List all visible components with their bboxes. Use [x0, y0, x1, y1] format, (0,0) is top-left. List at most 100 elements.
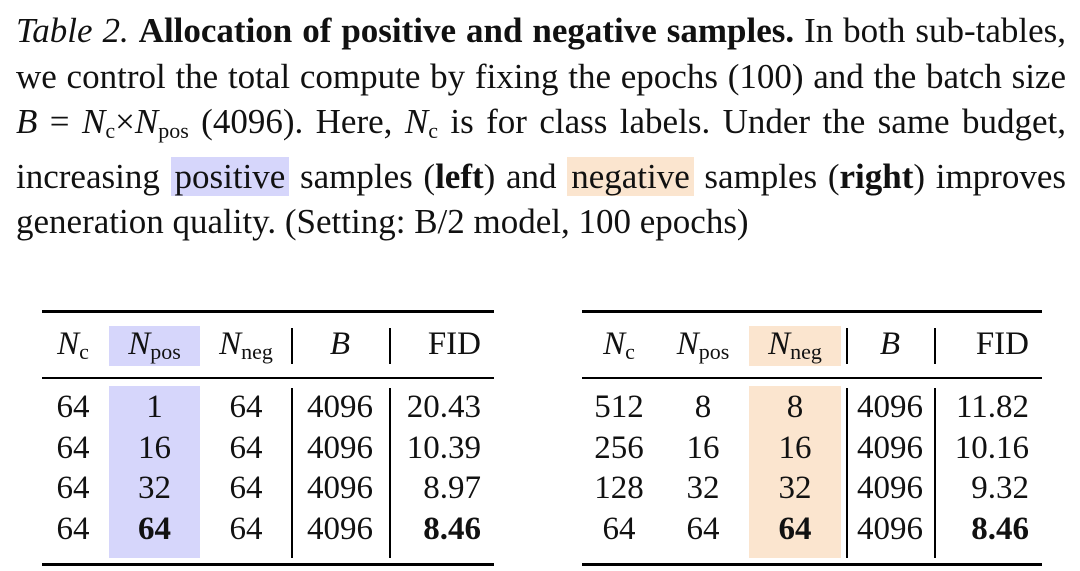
left_table-header-subscript: neg: [241, 339, 273, 364]
left_table-header-0: Nc: [42, 324, 104, 364]
right_table-header-symbol: N: [768, 326, 791, 362]
right_table-header-1: Npos: [662, 324, 744, 364]
right_table-cell: 32: [778, 470, 812, 506]
left_table-header-subscript: c: [79, 339, 89, 364]
right_table-cell: 512: [594, 389, 644, 425]
right_table-header-0: Nc: [582, 324, 656, 364]
caption-label: Table 2.: [16, 11, 129, 50]
right_table-cell: 4096: [857, 510, 923, 547]
right_table-top-rule: [582, 310, 1042, 313]
table-caption: Table 2. Allocation of positive and nega…: [16, 8, 1066, 245]
left-table: Nc Npos Nneg B FID 64 1 64 4096 20.43 64 16 64 4096 10…: [42, 310, 494, 570]
left_table-cell: 4096: [307, 510, 373, 547]
left_table-highlight-column: [109, 326, 200, 558]
right_table-header-subscript: pos: [698, 339, 730, 364]
formula-nc-sub: c: [105, 118, 116, 143]
right_table-cell: 16: [686, 429, 720, 466]
left_table-cell: 8.97: [423, 470, 481, 506]
left_table-cell: 32: [138, 470, 171, 506]
right-table: Nc Npos Nneg B FID 512 8 8 4096 11.82 256 16 16 4096 1…: [582, 310, 1042, 570]
left_table-header-2: Nneg: [204, 324, 288, 364]
left_table-column-divider: [389, 328, 391, 364]
formula-npos-sub: pos: [158, 118, 189, 143]
right_table-cell: 8: [694, 389, 712, 425]
left_table-header-symbol: N: [128, 326, 151, 362]
right_table-header-3: B: [879, 326, 901, 362]
left_table-cell: 64: [229, 470, 263, 506]
left_table-bottom-rule: [42, 563, 494, 566]
caption-text: In both sub-tables, we control the total…: [16, 11, 1067, 96]
left_table-cell: 1: [146, 389, 163, 425]
right_table-cell: 128: [594, 470, 644, 506]
left_table-header-1: Npos: [109, 324, 200, 364]
left_table-mid-rule: [42, 377, 494, 379]
right_table-header-subscript: neg: [790, 339, 822, 364]
left_table-cell: 64: [56, 429, 90, 466]
right_table-cell: 4096: [857, 429, 923, 466]
left_table-cell: 4096: [307, 429, 373, 466]
left_table-cell: 4096: [307, 470, 373, 506]
right_table-cell: 8: [786, 389, 804, 425]
caption-text: samples (: [289, 156, 436, 196]
formula-nc: N: [81, 102, 106, 141]
left_table-column-divider: [291, 388, 293, 558]
left_table-cell: 4096: [307, 389, 373, 425]
here-n: N: [404, 102, 429, 141]
right_table-cell: 8.46: [971, 510, 1029, 547]
right_table-header-subscript: c: [625, 339, 635, 364]
left_table-cell: 64: [56, 389, 90, 425]
caption-text: samples (: [693, 156, 840, 196]
right_table-cell: 16: [778, 429, 812, 466]
right_table-header-4: FID: [975, 326, 1029, 362]
negative-highlight: negative: [567, 156, 694, 196]
right_table-cell: 64: [686, 510, 720, 547]
right_table-mid-rule: [582, 377, 1042, 379]
left_table-cell: 64: [229, 389, 263, 425]
left_table-cell: 8.46: [423, 510, 481, 547]
left_table-shade-gap: [109, 366, 200, 386]
formula-npos: N: [134, 102, 159, 141]
here-n-sub: c: [428, 118, 438, 143]
right_table-highlight-column: [749, 326, 841, 558]
right_table-cell: 256: [594, 429, 644, 466]
right_table-column-divider: [846, 328, 848, 364]
right-word: right: [839, 156, 914, 196]
right_table-header-2: Nneg: [749, 324, 841, 364]
right_table-cell: 64: [778, 510, 812, 547]
left_table-header-symbol: N: [57, 326, 80, 362]
left_table-cell: 64: [229, 510, 263, 547]
right_table-cell: 11.82: [955, 389, 1029, 425]
left_table-cell: 20.43: [406, 389, 481, 425]
right_table-bottom-rule: [582, 563, 1042, 566]
left_table-header-4: FID: [427, 326, 481, 362]
left_table-cell: 64: [56, 510, 90, 547]
right_table-cell: 4096: [857, 470, 923, 506]
left_table-header-3: B: [329, 326, 351, 362]
left_table-header-symbol: N: [219, 326, 242, 362]
caption-title: Allocation of positive and negative samp…: [138, 11, 795, 50]
right_table-column-divider: [934, 388, 936, 558]
left_table-column-divider: [291, 328, 293, 364]
right_table-cell: 32: [686, 470, 720, 506]
left_table-cell: 16: [138, 429, 171, 466]
right_table-cell: 4096: [857, 389, 923, 425]
caption-text: is for class labels. Under the same budg…: [16, 102, 1066, 196]
right_table-shade-gap: [749, 366, 841, 386]
right_table-cell: 9.32: [971, 470, 1029, 506]
formula-times: ×: [115, 102, 135, 141]
left_table-cell: 64: [138, 510, 171, 547]
right_table-column-divider: [934, 328, 936, 364]
formula-b: B: [16, 102, 38, 141]
left_table-cell: 10.39: [406, 429, 481, 466]
left-word: left: [435, 156, 484, 196]
left_table-header-subscript: pos: [150, 339, 181, 364]
left_table-cell: 64: [56, 470, 90, 506]
caption-text: (4096). Here,: [188, 102, 405, 141]
right_table-cell: 64: [602, 510, 636, 547]
left_table-cell: 64: [229, 429, 263, 466]
right_table-column-divider: [846, 388, 848, 558]
positive-highlight: positive: [170, 156, 290, 196]
right_table-header-symbol: N: [676, 326, 699, 362]
left_table-top-rule: [42, 310, 494, 313]
left_table-column-divider: [389, 388, 391, 558]
